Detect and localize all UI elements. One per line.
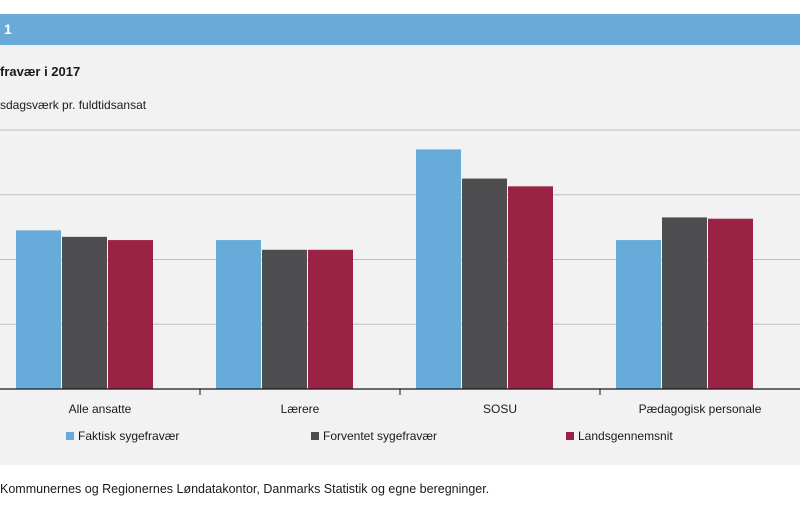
bar-2-2 xyxy=(262,249,307,389)
bar-1-4 xyxy=(616,240,661,389)
category-label-3: SOSU xyxy=(483,402,517,416)
bar-3-3 xyxy=(508,186,553,389)
legend-label-2: Forventet sygefravær xyxy=(323,429,437,443)
category-label-2: Lærere xyxy=(281,402,320,416)
legend-label-3: Landsgennemsnit xyxy=(578,429,673,443)
legend-swatch-1 xyxy=(66,432,74,440)
bar-3-1 xyxy=(108,240,153,389)
source-note: Kommunernes og Regionernes Løndatakontor… xyxy=(0,482,490,496)
category-label-1: Alle ansatte xyxy=(69,402,132,416)
figure-number: 1 xyxy=(4,21,12,37)
header-band xyxy=(0,14,800,45)
bar-3-2 xyxy=(308,249,353,389)
y-axis-label: sdagsværk pr. fuldtidsansat xyxy=(0,98,147,112)
bar-1-1 xyxy=(16,230,61,389)
legend-label-1: Faktisk sygefravær xyxy=(78,429,179,443)
bar-1-2 xyxy=(216,240,261,389)
bar-2-4 xyxy=(662,217,707,389)
bar-2-3 xyxy=(462,178,507,389)
bar-chart: Alle ansatte Lærere SOSU Pædagogisk persona… xyxy=(0,129,800,443)
category-label-4: Pædagogisk personale xyxy=(639,402,762,416)
bar-1-3 xyxy=(416,149,461,389)
bar-3-4 xyxy=(708,218,753,389)
chart-title: fravær i 2017 xyxy=(0,64,81,79)
legend-swatch-3 xyxy=(566,432,574,440)
legend-swatch-2 xyxy=(311,432,319,440)
bar-2-1 xyxy=(62,236,107,389)
